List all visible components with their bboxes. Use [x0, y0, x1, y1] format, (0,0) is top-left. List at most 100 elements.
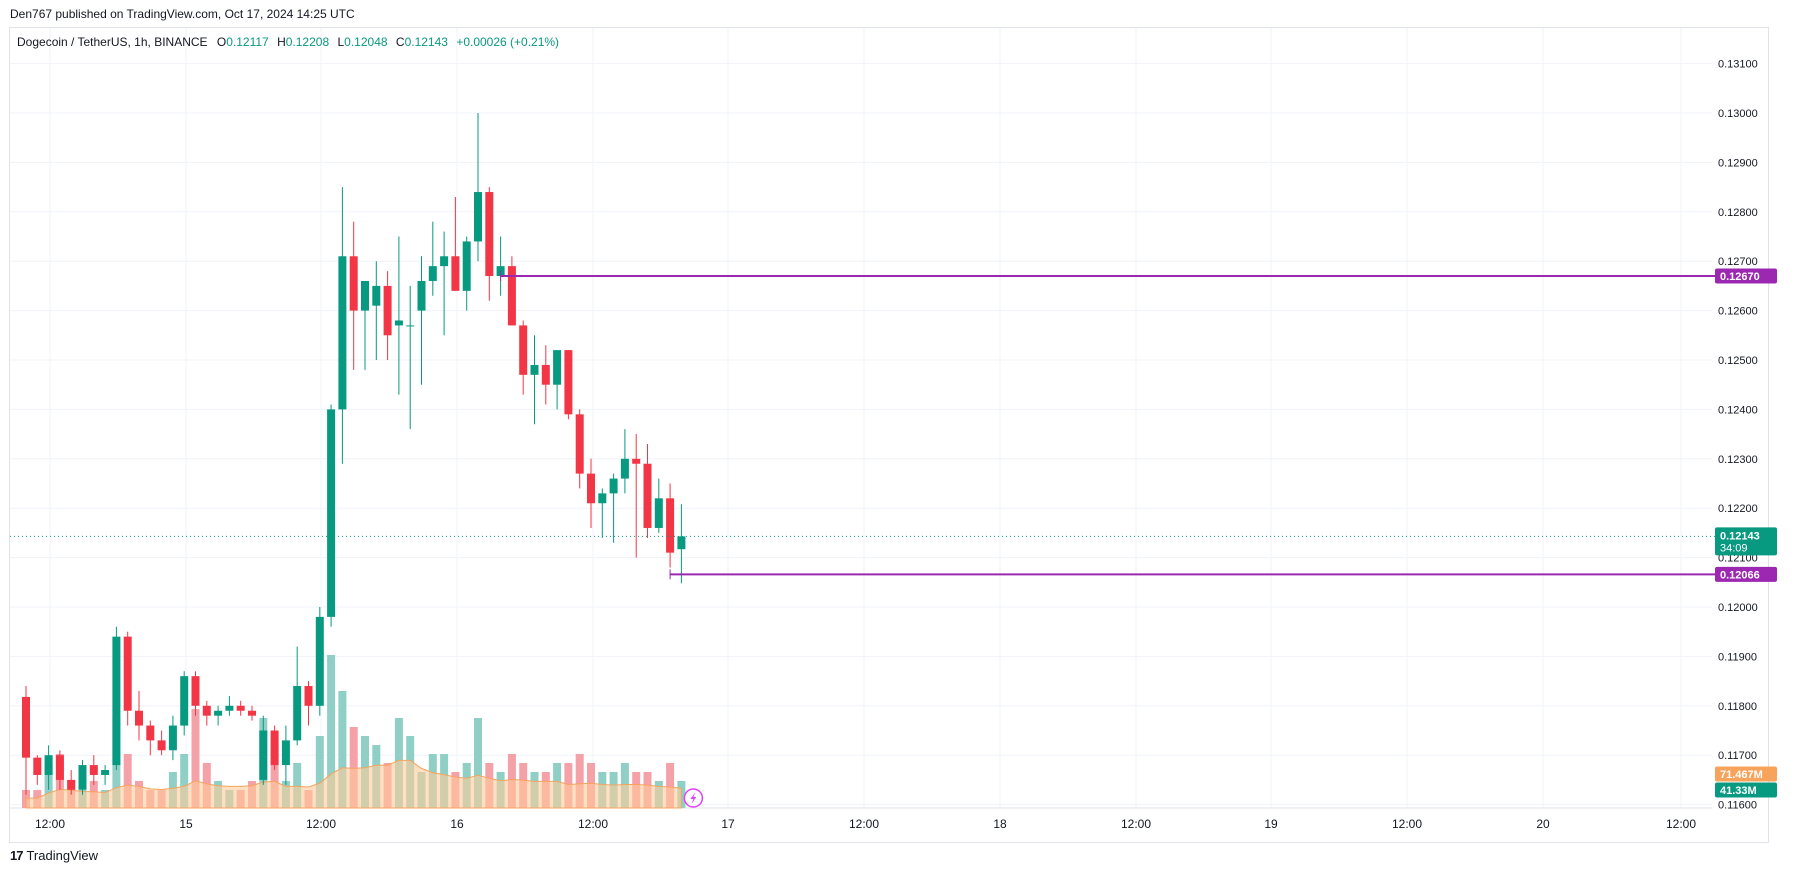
low-label: L — [337, 35, 345, 49]
candle-body[interactable] — [315, 616, 324, 706]
candle-body[interactable] — [338, 256, 347, 410]
candle-body[interactable] — [191, 676, 200, 706]
candle-body[interactable] — [643, 463, 652, 528]
candle-body[interactable] — [530, 364, 539, 375]
candle-body[interactable] — [349, 256, 358, 311]
y-tick-label: 0.13100 — [1718, 59, 1758, 71]
x-tick-label: 12:00 — [306, 817, 336, 831]
volume-bar — [180, 754, 189, 808]
candle-body[interactable] — [248, 710, 256, 716]
candle-body[interactable] — [440, 256, 449, 267]
last-price-tag-bg — [1715, 527, 1777, 556]
chart-frame — [9, 27, 1769, 843]
footer-brand[interactable]: 17 TradingView — [10, 848, 98, 863]
candle-body[interactable] — [564, 350, 573, 415]
x-tick-label: 12:00 — [849, 817, 879, 831]
candle-body[interactable] — [327, 409, 336, 617]
y-tick-label: 0.13000 — [1718, 108, 1758, 120]
candle-body[interactable] — [361, 280, 369, 311]
candle-body[interactable] — [67, 779, 76, 790]
candle-body[interactable] — [383, 285, 392, 336]
candle-body[interactable] — [89, 765, 98, 775]
candle-body[interactable] — [575, 414, 584, 474]
y-tick-label: 0.11900 — [1718, 651, 1757, 663]
candle-body[interactable] — [168, 725, 177, 751]
y-tick-label: 0.12300 — [1718, 454, 1758, 466]
volume-bar — [270, 745, 279, 808]
high-label: H — [277, 35, 286, 49]
y-tick-label: 0.11700 — [1718, 750, 1757, 762]
x-tick-label: 12:00 — [1666, 817, 1696, 831]
change-value: +0.00026 (+0.21%) — [456, 35, 560, 49]
candle-body[interactable] — [451, 256, 460, 291]
candle-body[interactable] — [428, 266, 437, 281]
x-tick-label: 18 — [993, 817, 1007, 831]
y-tick-label: 0.12600 — [1718, 306, 1758, 318]
candle-body[interactable] — [44, 755, 53, 775]
candle-body[interactable] — [236, 705, 245, 711]
candle-body[interactable] — [33, 757, 42, 775]
candle-body[interactable] — [146, 725, 155, 741]
countdown-tag: 34:09 — [1720, 542, 1748, 554]
volume-bar — [191, 709, 200, 808]
candle-body[interactable] — [507, 266, 516, 326]
candle-body[interactable] — [609, 478, 618, 494]
candle-body[interactable] — [78, 765, 87, 790]
candle-body[interactable] — [632, 458, 641, 464]
volume-bar — [474, 718, 482, 808]
publisher-text: Den767 published on TradingView.com, Oct… — [10, 7, 355, 21]
y-tick-label: 0.12900 — [1718, 157, 1758, 169]
candle-body[interactable] — [123, 636, 132, 711]
candle-body[interactable] — [541, 364, 550, 385]
candle-body[interactable] — [587, 473, 595, 504]
x-tick-label: 12:00 — [35, 817, 65, 831]
candle-body[interactable] — [214, 710, 223, 716]
candle-body[interactable] — [202, 705, 211, 716]
candle-body[interactable] — [22, 696, 30, 758]
candle-body[interactable] — [677, 536, 686, 550]
candle-body[interactable] — [281, 740, 290, 766]
candle-body[interactable] — [519, 325, 528, 375]
candle-body[interactable] — [417, 280, 426, 311]
volume-ma-area — [25, 759, 682, 809]
candle-body[interactable] — [55, 755, 64, 780]
candle-body[interactable] — [553, 350, 562, 385]
x-tick-label: 15 — [179, 817, 193, 831]
candle-body[interactable] — [293, 686, 302, 741]
low-value: 0.12048 — [344, 35, 388, 49]
volume-ma-tag-bg — [1715, 766, 1777, 782]
x-tick-label: 12:00 — [578, 817, 608, 831]
candle-body[interactable] — [666, 498, 675, 553]
candle-body[interactable] — [462, 241, 471, 291]
y-tick-label: 0.12700 — [1718, 256, 1758, 268]
candle-body[interactable] — [135, 710, 143, 726]
candle-body[interactable] — [225, 705, 234, 711]
candle-body[interactable] — [406, 325, 415, 327]
candle-body[interactable] — [157, 740, 166, 751]
candle-body[interactable] — [112, 636, 121, 766]
candle-body[interactable] — [101, 770, 110, 775]
candle-body[interactable] — [598, 493, 607, 504]
y-tick-label: 0.12500 — [1718, 355, 1758, 367]
volume-bar — [315, 736, 324, 808]
candle-body[interactable] — [654, 498, 663, 528]
level-low-tag: 0.12066 — [1720, 569, 1760, 581]
candle-body[interactable] — [485, 192, 494, 277]
candle-body[interactable] — [372, 285, 381, 306]
candle-body[interactable] — [259, 730, 268, 780]
volume-bar — [293, 763, 302, 808]
ohlc-legend: Dogecoin / TetherUS, 1h, BINANCE O0.1211… — [17, 35, 564, 49]
candle-body[interactable] — [474, 192, 482, 242]
candle-body[interactable] — [394, 320, 403, 326]
candle-body[interactable] — [620, 458, 629, 479]
candle-body[interactable] — [180, 676, 189, 726]
close-label: C — [395, 35, 405, 49]
open-value: 0.12117 — [226, 35, 269, 49]
y-tick-label: 0.12000 — [1718, 602, 1758, 614]
x-tick-label: 19 — [1264, 817, 1278, 831]
publisher-header: Den767 published on TradingView.com, Oct… — [10, 7, 355, 21]
volume-bar — [338, 691, 347, 808]
candle-body[interactable] — [270, 730, 279, 766]
candle-body[interactable] — [304, 686, 313, 706]
